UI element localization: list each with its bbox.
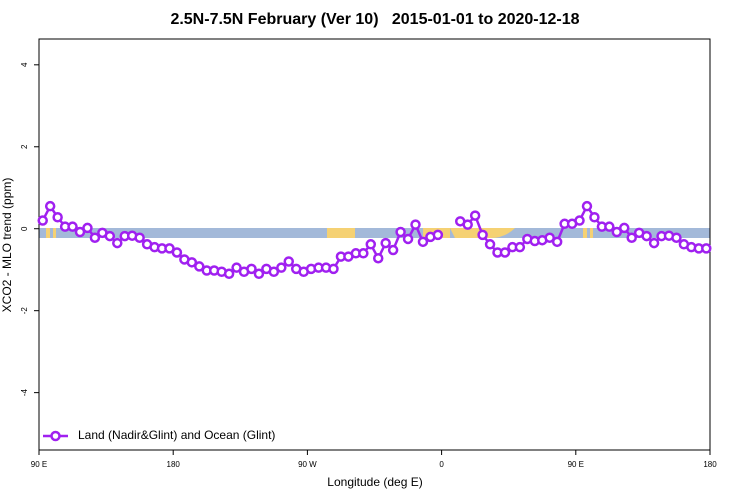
data-point — [283, 256, 295, 267]
x-tick-label: 90 W — [298, 460, 317, 469]
chart-title: 2.5N-7.5N February (Ver 10) 2015-01-01 t… — [170, 11, 579, 28]
data-point — [246, 263, 257, 275]
data-point — [186, 257, 198, 268]
data-point — [551, 236, 563, 248]
land-strip — [53, 228, 56, 238]
data-point — [469, 210, 481, 221]
x-tick-label: 0 — [439, 460, 444, 469]
data-point — [112, 237, 123, 249]
data-point — [410, 219, 421, 230]
data-point — [44, 200, 56, 212]
y-axis-label: XCO2 - MLO trend (ppm) — [0, 178, 14, 313]
data-point — [253, 268, 265, 280]
data-point — [276, 262, 287, 273]
data-point — [402, 233, 414, 245]
ocean-strip — [39, 228, 710, 238]
legend-label: Land (Nadir&Glint) and Ocean (Glint) — [78, 428, 275, 442]
data-point — [514, 241, 526, 253]
data-point — [604, 221, 615, 232]
data-point — [52, 212, 63, 223]
data-point — [589, 212, 600, 223]
x-tick-label: 90 E — [31, 460, 47, 469]
data-point — [104, 230, 116, 242]
y-tick-label: 2 — [20, 144, 29, 149]
y-tick-label: -4 — [20, 389, 29, 397]
data-point — [387, 244, 399, 256]
data-point — [626, 232, 637, 243]
data-point — [171, 247, 183, 258]
y-tick-label: -2 — [20, 307, 29, 315]
land-strip — [46, 228, 50, 238]
land-strip — [583, 228, 587, 238]
data-point — [641, 230, 652, 242]
data-point — [611, 226, 623, 238]
data-point — [82, 222, 93, 234]
data-point — [671, 232, 682, 243]
data-point — [358, 248, 369, 259]
data-point — [462, 219, 473, 230]
data-point — [372, 252, 384, 264]
data-point — [544, 232, 555, 243]
y-tick-label: 4 — [20, 62, 29, 67]
data-point — [194, 261, 205, 272]
data-point — [477, 229, 488, 241]
plot-frame — [38, 38, 711, 451]
data-point — [417, 236, 429, 248]
data-point — [701, 243, 712, 254]
data-point — [395, 226, 406, 238]
data-point — [164, 243, 175, 254]
data-point — [432, 229, 444, 241]
data-point — [231, 262, 242, 273]
land-strip — [327, 228, 355, 238]
data-point — [89, 232, 101, 243]
data-point — [499, 247, 511, 258]
data-point — [574, 215, 585, 226]
data-point — [619, 222, 630, 234]
data-point — [484, 239, 496, 250]
data-point — [67, 221, 78, 232]
data-point — [581, 200, 593, 212]
data-point — [74, 226, 86, 238]
data-point — [648, 237, 660, 249]
data-point — [365, 239, 377, 250]
x-tick-label: 180 — [167, 460, 181, 469]
x-tick-label: 90 E — [568, 460, 584, 469]
y-tick-label: 0 — [20, 226, 29, 231]
x-tick-label: 180 — [703, 460, 717, 469]
x-axis-label: Longitude (deg E) — [327, 475, 422, 489]
data-point — [223, 268, 235, 280]
data-point — [37, 215, 48, 226]
data-point — [268, 266, 280, 277]
legend-marker — [50, 430, 61, 442]
data-point — [328, 263, 339, 275]
data-point — [380, 237, 391, 249]
land-strip — [590, 228, 593, 238]
data-point — [134, 232, 145, 243]
